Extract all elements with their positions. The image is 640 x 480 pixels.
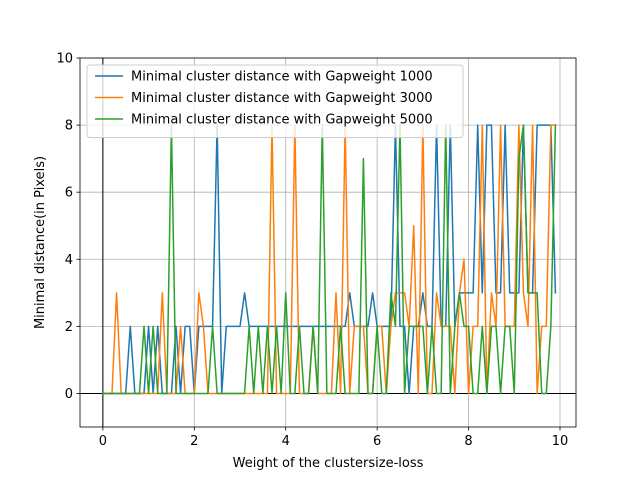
series-line-3 [102, 124, 557, 395]
y-axis-label: Minimal distance(in Pixels) [33, 156, 48, 329]
x-axis-label: Weight of the clustersize-loss [233, 456, 424, 471]
y-tick-label: 2 [65, 320, 73, 335]
y-tick-label: 0 [65, 387, 73, 402]
axes-frame [79, 57, 577, 428]
x-tick-label: 0 [99, 434, 107, 449]
ticks: 0 2 4 6 8 10 0 2 4 6 8 10 [56, 52, 568, 450]
legend-label: Minimal cluster distance with Gapweight … [131, 70, 433, 85]
x-tick-label: 10 [552, 434, 569, 449]
x-tick-label: 4 [282, 434, 290, 449]
legend: Minimal cluster distance with Gapweight … [86, 64, 464, 138]
y-tick-label: 4 [65, 253, 73, 268]
series-group [102, 124, 557, 395]
legend-label: Minimal cluster distance with Gapweight … [131, 91, 433, 106]
x-tick-label: 2 [190, 434, 198, 449]
y-tick-label: 8 [65, 119, 73, 134]
y-tick-label: 10 [56, 52, 73, 67]
x-tick-label: 8 [464, 434, 472, 449]
legend-label: Minimal cluster distance with Gapweight … [131, 113, 433, 128]
legend-box [86, 64, 464, 138]
x-tick-label: 6 [373, 434, 381, 449]
y-tick-label: 6 [65, 186, 73, 201]
